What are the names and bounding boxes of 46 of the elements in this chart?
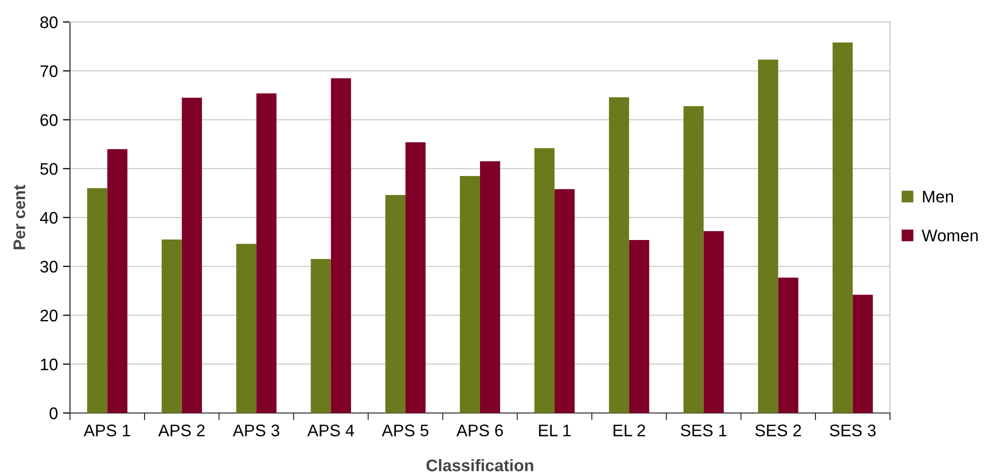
y-tick-label: 80 xyxy=(40,16,58,28)
x-tick-label: EL 2 xyxy=(614,424,646,436)
bar xyxy=(758,60,778,413)
bar xyxy=(832,42,853,413)
bar xyxy=(330,78,352,413)
bar xyxy=(778,278,798,413)
y-tick-label: 70 xyxy=(40,65,58,78)
x-tick-label: SES 1 xyxy=(680,424,726,436)
bar xyxy=(310,259,331,413)
y-tick-label: 30 xyxy=(40,260,58,273)
bar xyxy=(480,161,500,413)
x-tick-label: APS 2 xyxy=(158,424,205,436)
y-tick-label: 10 xyxy=(40,358,58,370)
legend-label: Men xyxy=(923,190,954,203)
bar xyxy=(107,149,128,413)
bar xyxy=(534,148,555,413)
x-tick-label: APS 5 xyxy=(382,424,428,436)
bar xyxy=(554,189,575,413)
bar xyxy=(405,142,426,413)
bar xyxy=(704,231,724,413)
bar xyxy=(256,93,276,413)
bar xyxy=(460,176,480,413)
x-tick-label: EL 1 xyxy=(539,424,571,436)
bar xyxy=(236,244,256,413)
bar xyxy=(684,106,704,413)
bar xyxy=(852,294,873,413)
bar xyxy=(608,97,630,413)
y-tick-label: 0 xyxy=(50,407,58,420)
legend-label: Women xyxy=(922,230,978,242)
bar xyxy=(87,188,108,413)
x-tick-label: APS 1 xyxy=(84,424,130,436)
x-tick-label: SES 3 xyxy=(830,424,876,436)
y-tick-label: 20 xyxy=(40,310,58,322)
bar xyxy=(385,195,406,413)
bar xyxy=(182,98,202,413)
x-tick-label: APS 4 xyxy=(307,424,354,436)
bar xyxy=(629,240,650,413)
x-tick-label: APS 3 xyxy=(232,424,280,436)
y-tick-label: 40 xyxy=(40,212,58,224)
x-tick-label: APS 6 xyxy=(456,424,503,436)
y-axis-title: Per cent xyxy=(14,184,26,250)
y-tick-label: 50 xyxy=(40,163,58,175)
y-tick-label: 60 xyxy=(40,114,58,126)
x-axis-title: Classification xyxy=(426,459,534,472)
x-tick-label: SES 2 xyxy=(755,424,801,436)
bar xyxy=(162,239,182,413)
